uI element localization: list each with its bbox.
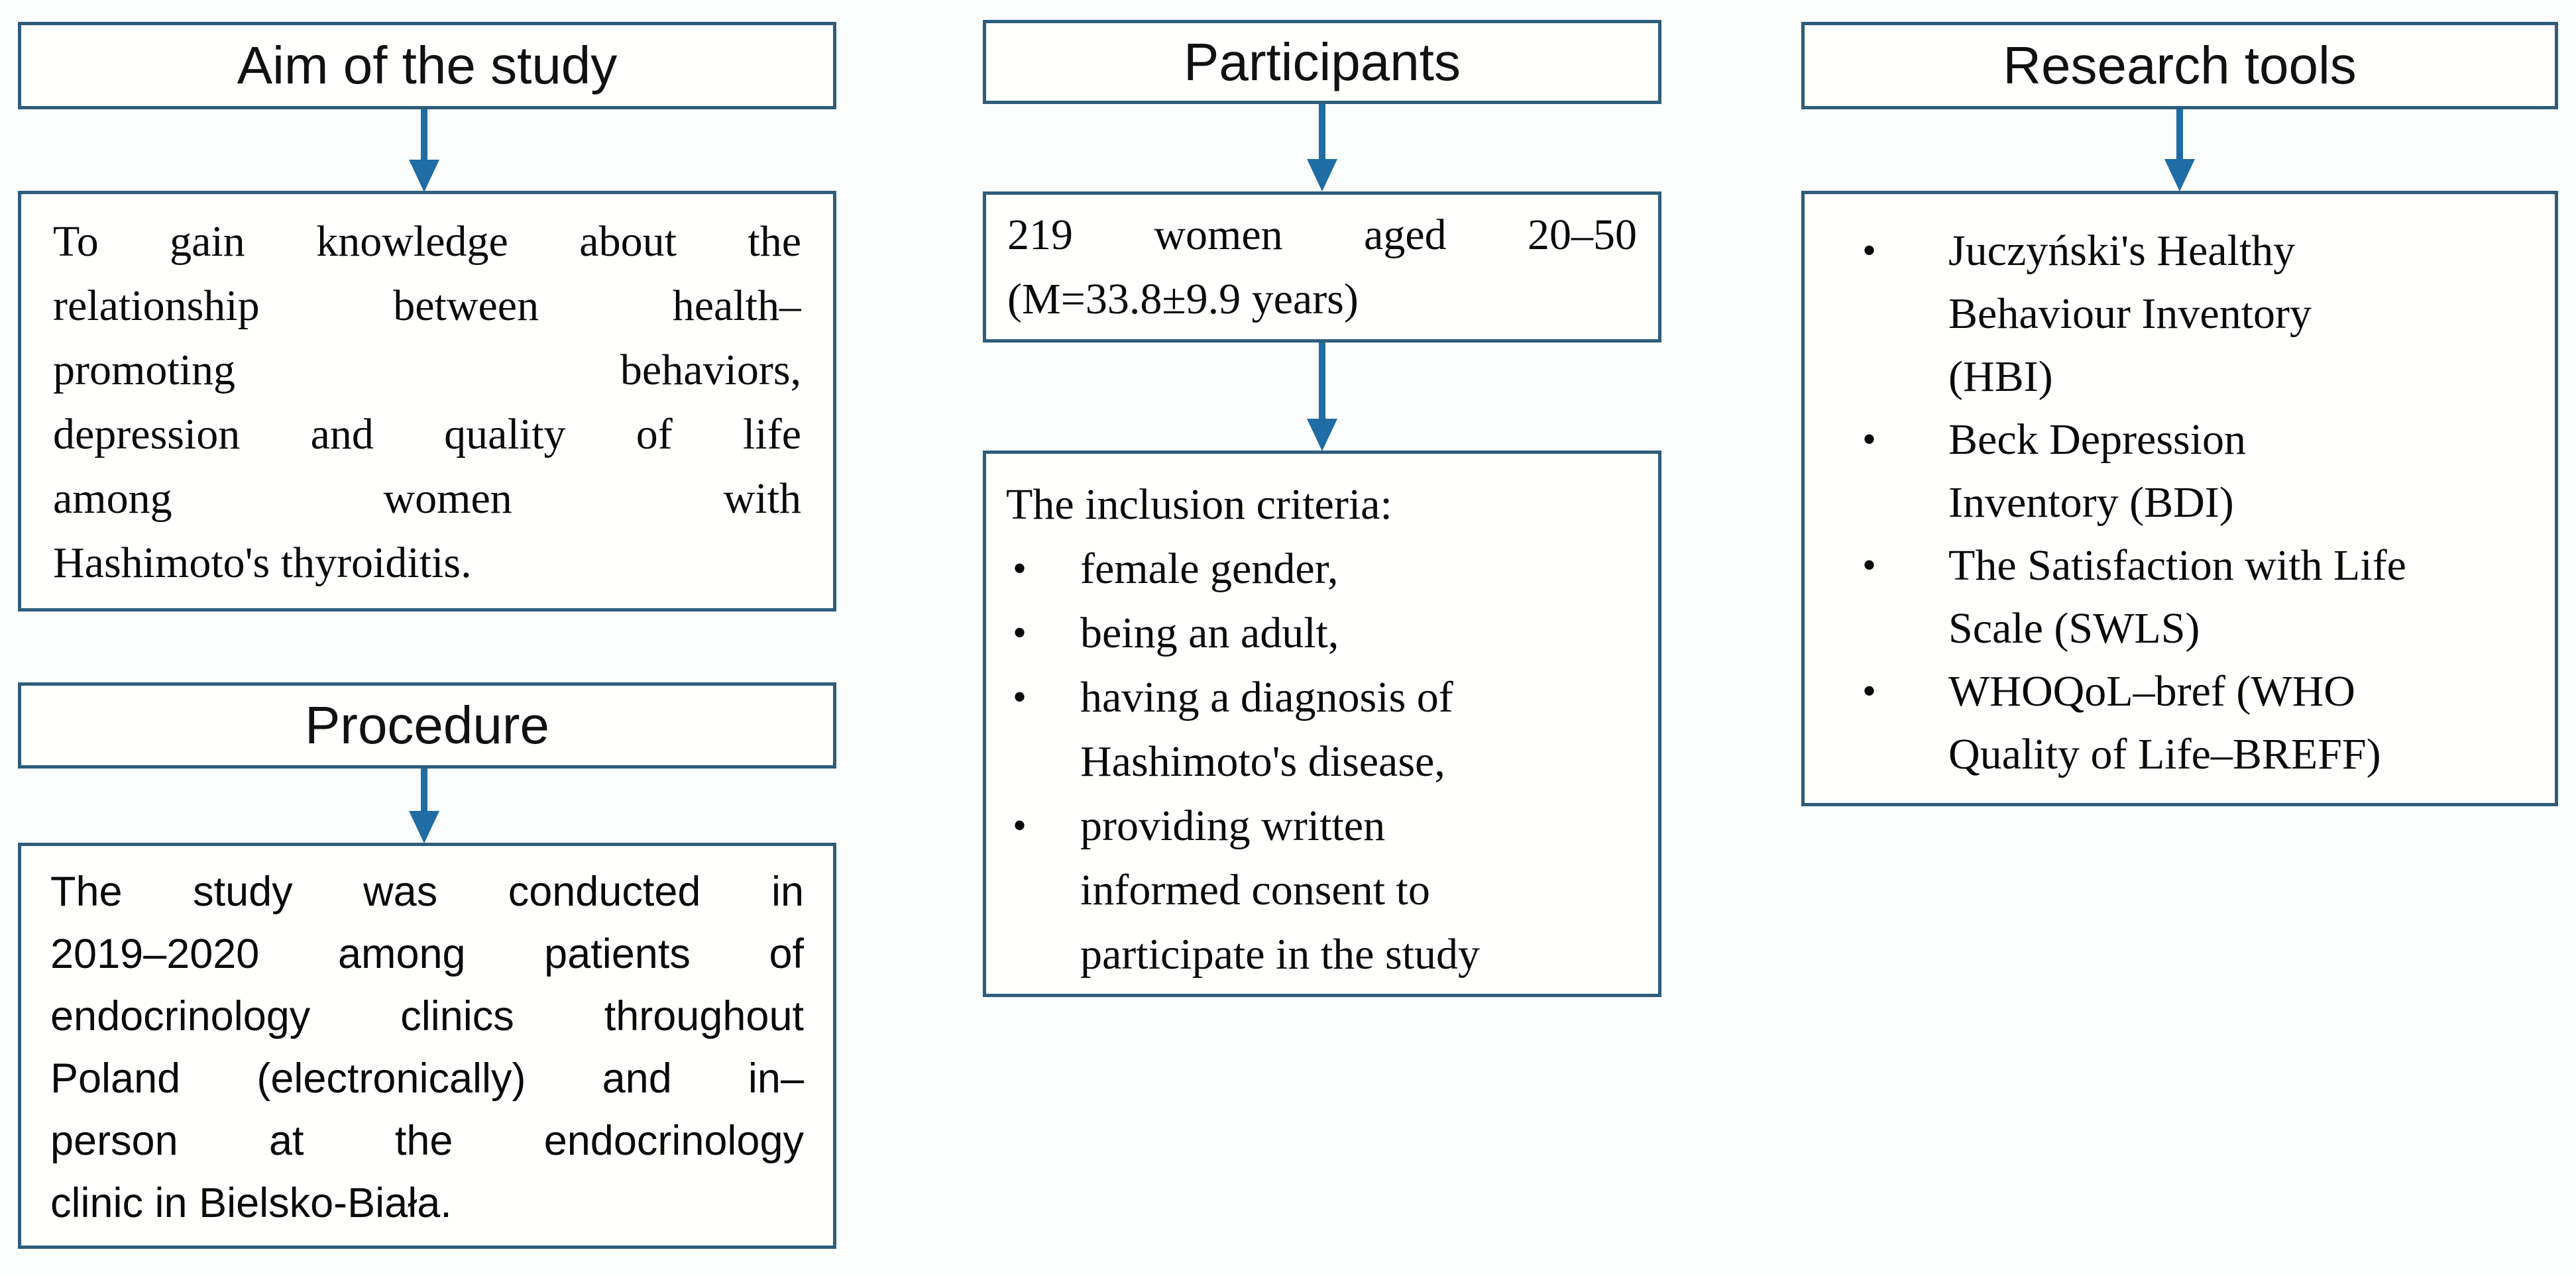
list-item: • being an adult, bbox=[1006, 601, 1638, 665]
list-item: • Juczyński's Healthy Behaviour Inventory… bbox=[1852, 219, 2531, 408]
participants-header-label: Participants bbox=[1184, 32, 1461, 91]
research-tools-header-label: Research tools bbox=[2003, 36, 2357, 95]
procedure-header-label: Procedure bbox=[304, 696, 550, 755]
arrow-down-icon bbox=[409, 811, 439, 843]
bullet-icon: • bbox=[1862, 543, 1877, 587]
list-item-text: WHOQoL–bref (WHO Quality of Life–BREFF) bbox=[1948, 667, 2381, 778]
list-item-text: The Satisfaction with Life Scale (SWLS) bbox=[1948, 541, 2406, 653]
aim-header-label: Aim of the study bbox=[237, 36, 618, 95]
list-item: • having a diagnosis of Hashimoto's disea… bbox=[1006, 665, 1638, 794]
list-item-text: providing written informed consent to pa… bbox=[1080, 802, 1480, 979]
list-item-text: Beck Depression Inventory (BDI) bbox=[1948, 415, 2247, 527]
list-item-text: having a diagnosis of Hashimoto's diseas… bbox=[1080, 673, 1453, 786]
list-item-text: being an adult, bbox=[1080, 609, 1339, 657]
arrow-down-icon bbox=[421, 769, 427, 812]
inclusion-criteria-list: • female gender, • being an adult, • having… bbox=[1006, 537, 1638, 986]
list-item-text: Juczyński's Healthy Behaviour Inventory … bbox=[1948, 227, 2312, 401]
bullet-icon: • bbox=[1013, 611, 1027, 655]
research-tools-box: • Juczyński's Healthy Behaviour Inventory… bbox=[1801, 191, 2558, 806]
procedure-header-box: Procedure bbox=[18, 682, 836, 769]
participants-header-box: Participants bbox=[983, 20, 1661, 104]
arrow-down-icon bbox=[1307, 159, 1337, 191]
inclusion-criteria-title: The inclusion criteria: bbox=[1006, 480, 1392, 529]
list-item: • The Satisfaction with Life Scale (SWLS) bbox=[1852, 534, 2531, 660]
list-item: • Beck Depression Inventory (BDI) bbox=[1852, 408, 2531, 534]
arrow-down-icon bbox=[1319, 104, 1325, 160]
aim-header-box: Aim of the study bbox=[18, 22, 836, 109]
research-tools-header-box: Research tools bbox=[1801, 22, 2558, 109]
bullet-icon: • bbox=[1013, 804, 1027, 847]
list-item-text: female gender, bbox=[1080, 545, 1339, 593]
arrow-down-icon bbox=[2176, 109, 2183, 160]
bullet-icon: • bbox=[1013, 675, 1027, 719]
arrow-down-icon bbox=[2164, 159, 2195, 191]
inclusion-criteria-box: The inclusion criteria: • female gender, … bbox=[983, 451, 1661, 997]
aim-description-box: To gain knowledge about the relationship … bbox=[18, 191, 836, 611]
participants-sample-text: 219 women aged 20–50 (M=33.8±9.9 years) bbox=[1007, 211, 1637, 323]
list-item: • providing written informed consent to p… bbox=[1006, 794, 1638, 986]
bullet-icon: • bbox=[1862, 229, 1877, 272]
arrow-down-icon bbox=[421, 109, 427, 160]
bullet-icon: • bbox=[1862, 417, 1877, 461]
list-item: • WHOQoL–bref (WHO Quality of Life–BREFF) bbox=[1852, 660, 2531, 786]
bullet-icon: • bbox=[1013, 547, 1027, 590]
procedure-description-text: The study was conducted in 2019–2020 amon… bbox=[50, 869, 804, 1226]
procedure-description-box: The study was conducted in 2019–2020 amon… bbox=[18, 843, 836, 1249]
research-tools-list: • Juczyński's Healthy Behaviour Inventory… bbox=[1852, 219, 2531, 786]
bullet-icon: • bbox=[1862, 669, 1877, 713]
list-item: • female gender, bbox=[1006, 537, 1638, 601]
arrow-down-icon bbox=[1319, 343, 1325, 419]
arrow-down-icon bbox=[409, 160, 439, 192]
aim-description-text: To gain knowledge about the relationship … bbox=[53, 217, 801, 587]
arrow-down-icon bbox=[1307, 419, 1337, 451]
participants-sample-box: 219 women aged 20–50 (M=33.8±9.9 years) bbox=[983, 191, 1661, 343]
